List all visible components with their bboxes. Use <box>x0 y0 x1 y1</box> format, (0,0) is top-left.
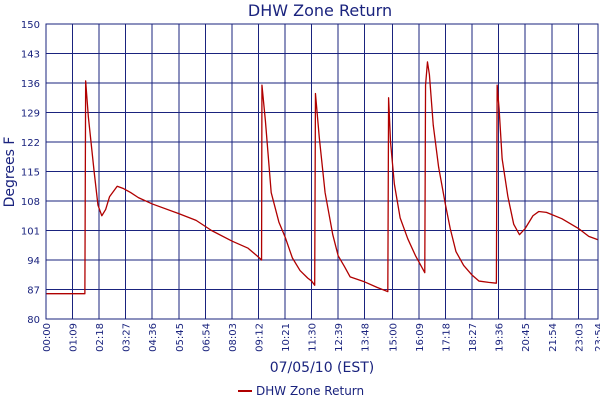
y-tick-label: 129 <box>21 109 40 120</box>
x-tick-label: 23:54 <box>594 323 600 352</box>
legend: DHW Zone Return <box>238 384 364 398</box>
y-tick-label: 80 <box>27 315 40 326</box>
x-tick-label: 12:39 <box>334 323 345 352</box>
plot-frame <box>45 23 599 320</box>
y-tick-label: 108 <box>21 197 40 208</box>
y-axis-label: Degrees F <box>2 137 18 208</box>
x-axis-label: 07/05/10 (EST) <box>270 360 375 376</box>
y-tick-label: 115 <box>21 168 40 179</box>
x-tick-label: 23:03 <box>574 323 585 352</box>
x-tick-label: 17:18 <box>442 323 453 352</box>
y-tick-label: 94 <box>27 256 40 267</box>
legend-label: DHW Zone Return <box>256 384 364 398</box>
x-tick-label: 06:54 <box>201 323 212 352</box>
x-tick-label: 02:18 <box>95 323 106 352</box>
x-tick-label: 09:12 <box>254 323 265 352</box>
x-tick-label: 15:00 <box>388 323 399 352</box>
x-tick-label: 03:27 <box>122 323 133 352</box>
x-tick-label: 00:00 <box>42 323 53 352</box>
chart-title: DHW Zone Return <box>248 1 392 20</box>
y-tick-label: 150 <box>21 20 40 31</box>
x-tick-label: 13:48 <box>361 323 372 352</box>
y-tick-label: 136 <box>21 79 40 90</box>
series-layer <box>46 61 599 295</box>
x-tick-label: 19:36 <box>495 323 506 352</box>
x-tick-label: 16:09 <box>415 323 426 352</box>
series-line <box>46 61 599 295</box>
x-tick-label: 04:36 <box>148 323 159 352</box>
y-tick-label: 122 <box>21 138 40 149</box>
y-tick-label: 87 <box>27 286 40 297</box>
x-tick-label: 11:30 <box>308 323 319 352</box>
y-tick-label: 101 <box>21 227 40 238</box>
x-tick-label: 01:09 <box>69 323 80 352</box>
x-tick-label: 10:21 <box>281 323 292 352</box>
x-axis-ticks: 00:00 01:09 02:18 03:27 04:36 05:45 06:54 08:03… <box>42 323 600 352</box>
x-tick-label: 20:45 <box>521 323 532 352</box>
x-tick-label: 05:45 <box>175 323 186 352</box>
x-tick-label: 21:54 <box>548 323 559 352</box>
x-tick-label: 08:03 <box>228 323 239 352</box>
y-tick-label: 143 <box>21 50 40 61</box>
x-tick-label: 18:27 <box>468 323 479 352</box>
y-axis-ticks: 80 87 94 101 108 115 122 129 136 143 150 <box>21 20 40 326</box>
